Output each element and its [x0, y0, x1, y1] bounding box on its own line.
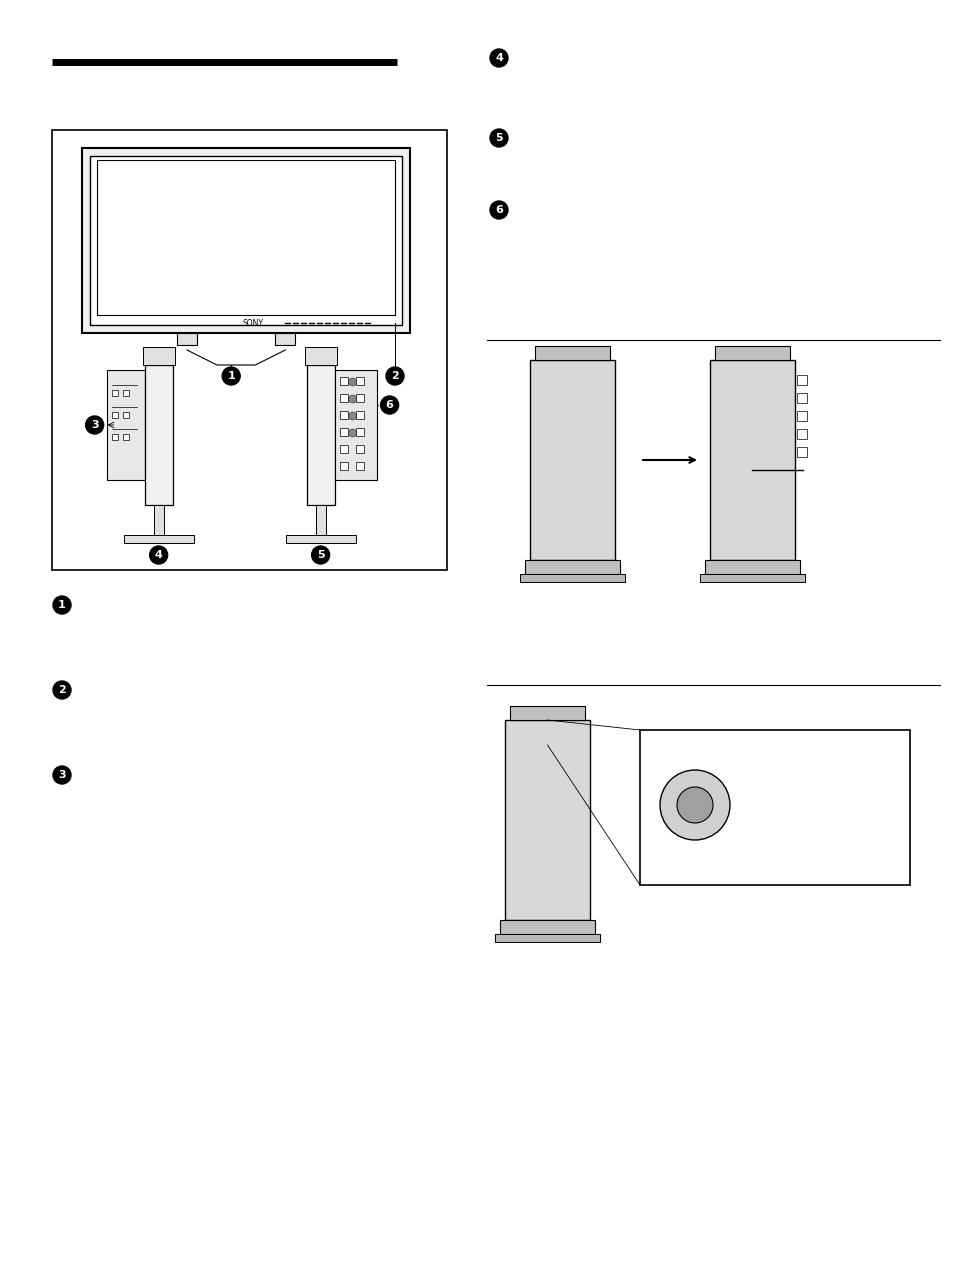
FancyBboxPatch shape	[700, 575, 804, 582]
FancyBboxPatch shape	[796, 375, 806, 385]
Circle shape	[222, 367, 240, 385]
Circle shape	[386, 367, 403, 385]
FancyBboxPatch shape	[511, 864, 583, 906]
Text: 6: 6	[385, 400, 394, 410]
FancyBboxPatch shape	[275, 333, 295, 345]
Circle shape	[659, 769, 729, 840]
FancyBboxPatch shape	[107, 369, 145, 480]
FancyBboxPatch shape	[145, 364, 172, 505]
FancyBboxPatch shape	[530, 361, 615, 561]
FancyBboxPatch shape	[504, 720, 589, 920]
FancyBboxPatch shape	[511, 822, 583, 864]
FancyBboxPatch shape	[123, 412, 129, 418]
FancyBboxPatch shape	[716, 462, 788, 505]
FancyBboxPatch shape	[709, 361, 794, 561]
FancyBboxPatch shape	[355, 445, 363, 454]
FancyBboxPatch shape	[176, 333, 196, 345]
FancyBboxPatch shape	[153, 505, 164, 535]
FancyBboxPatch shape	[716, 378, 788, 420]
FancyBboxPatch shape	[82, 148, 410, 333]
FancyBboxPatch shape	[339, 462, 347, 470]
Circle shape	[348, 412, 356, 420]
Circle shape	[150, 547, 168, 564]
FancyBboxPatch shape	[304, 347, 336, 364]
Circle shape	[490, 48, 507, 68]
FancyBboxPatch shape	[285, 535, 355, 543]
Text: SONY: SONY	[242, 318, 263, 327]
FancyBboxPatch shape	[52, 130, 447, 569]
FancyBboxPatch shape	[511, 780, 583, 822]
Circle shape	[53, 682, 71, 699]
Circle shape	[348, 429, 356, 437]
FancyBboxPatch shape	[510, 706, 584, 720]
FancyBboxPatch shape	[519, 575, 624, 582]
FancyBboxPatch shape	[796, 429, 806, 440]
Circle shape	[490, 129, 507, 147]
FancyBboxPatch shape	[123, 434, 129, 440]
FancyBboxPatch shape	[536, 505, 608, 547]
FancyBboxPatch shape	[524, 561, 619, 575]
FancyBboxPatch shape	[499, 920, 595, 934]
FancyBboxPatch shape	[112, 412, 117, 418]
FancyBboxPatch shape	[704, 561, 800, 575]
Text: 5: 5	[495, 132, 502, 143]
FancyBboxPatch shape	[536, 420, 608, 462]
Circle shape	[677, 787, 712, 823]
Text: 5: 5	[316, 550, 324, 561]
FancyBboxPatch shape	[97, 161, 395, 315]
FancyBboxPatch shape	[112, 434, 117, 440]
FancyBboxPatch shape	[355, 428, 363, 436]
FancyBboxPatch shape	[536, 378, 608, 420]
Circle shape	[53, 596, 71, 614]
Text: 4: 4	[495, 54, 502, 62]
FancyBboxPatch shape	[339, 428, 347, 436]
FancyBboxPatch shape	[639, 730, 909, 885]
Circle shape	[490, 201, 507, 219]
FancyBboxPatch shape	[796, 392, 806, 403]
Circle shape	[348, 395, 356, 403]
Text: 2: 2	[391, 371, 398, 381]
FancyBboxPatch shape	[796, 447, 806, 457]
FancyBboxPatch shape	[315, 505, 325, 535]
FancyBboxPatch shape	[123, 390, 129, 396]
FancyBboxPatch shape	[355, 462, 363, 470]
FancyBboxPatch shape	[339, 445, 347, 454]
FancyBboxPatch shape	[143, 347, 174, 364]
Circle shape	[312, 547, 329, 564]
FancyBboxPatch shape	[796, 412, 806, 420]
Circle shape	[380, 396, 398, 414]
Text: 1: 1	[227, 371, 234, 381]
FancyBboxPatch shape	[536, 462, 608, 505]
FancyBboxPatch shape	[535, 347, 609, 361]
Text: 3: 3	[91, 420, 98, 431]
FancyBboxPatch shape	[726, 785, 877, 826]
FancyBboxPatch shape	[90, 155, 401, 325]
FancyBboxPatch shape	[339, 377, 347, 385]
Circle shape	[348, 378, 356, 386]
Text: 2: 2	[58, 685, 66, 696]
Text: 3: 3	[58, 769, 66, 780]
FancyBboxPatch shape	[339, 412, 347, 419]
Text: 1: 1	[58, 600, 66, 610]
Text: 6: 6	[495, 205, 502, 215]
FancyBboxPatch shape	[714, 347, 789, 361]
Text: 4: 4	[154, 550, 162, 561]
FancyBboxPatch shape	[355, 377, 363, 385]
FancyBboxPatch shape	[495, 934, 599, 941]
Circle shape	[53, 766, 71, 784]
FancyBboxPatch shape	[112, 390, 117, 396]
FancyBboxPatch shape	[355, 412, 363, 419]
FancyBboxPatch shape	[335, 369, 376, 480]
FancyBboxPatch shape	[511, 738, 583, 780]
FancyBboxPatch shape	[306, 364, 335, 505]
Circle shape	[86, 417, 104, 434]
FancyBboxPatch shape	[339, 394, 347, 403]
FancyBboxPatch shape	[716, 505, 788, 547]
FancyBboxPatch shape	[716, 420, 788, 462]
FancyBboxPatch shape	[124, 535, 193, 543]
FancyBboxPatch shape	[355, 394, 363, 403]
